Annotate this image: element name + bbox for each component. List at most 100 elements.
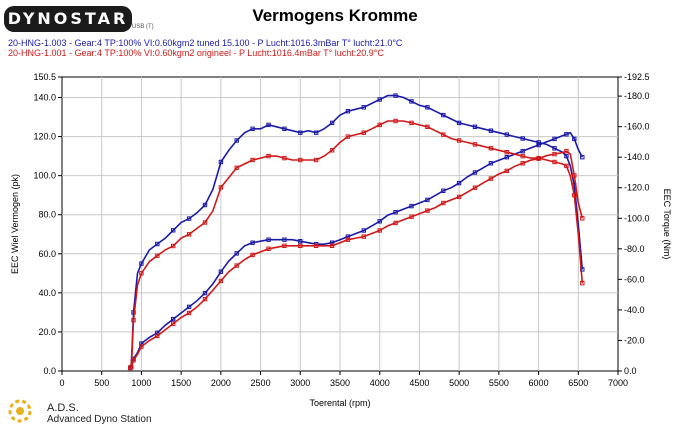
series-point-2 xyxy=(131,318,136,323)
x-tick-label: 3500 xyxy=(330,378,350,388)
y2-tick-label: -40.0 xyxy=(624,305,645,315)
series-point-2 xyxy=(282,155,287,161)
series-point-3 xyxy=(504,168,510,174)
series-point-0 xyxy=(441,112,446,118)
series-point-1 xyxy=(298,239,303,244)
y-tick-label: 150.5 xyxy=(33,72,56,82)
series-point-1 xyxy=(266,237,271,242)
y-tick-label: 140.0 xyxy=(33,93,56,103)
series-point-2 xyxy=(329,148,335,153)
series-line-1 xyxy=(129,131,584,369)
series-point-1 xyxy=(377,219,382,224)
series-point-2 xyxy=(564,163,569,169)
x-axis-label: Toerental (rpm) xyxy=(309,398,370,408)
series-line-3 xyxy=(129,150,584,369)
series-point-1 xyxy=(282,237,287,242)
y-tick-label: 0.0 xyxy=(43,366,56,376)
series-point-1 xyxy=(456,180,462,186)
series-point-3 xyxy=(361,234,367,239)
series-point-0 xyxy=(155,241,160,247)
series-point-0 xyxy=(218,159,224,165)
series-point-0 xyxy=(139,261,144,266)
series-point-2 xyxy=(234,165,239,171)
series-point-2 xyxy=(202,220,208,225)
y2-tick-label: -160.0 xyxy=(624,122,650,132)
y2-tick-label: -100.0 xyxy=(624,213,650,223)
series-point-2 xyxy=(456,138,462,143)
series-point-0 xyxy=(564,153,569,159)
series-point-1 xyxy=(536,142,541,148)
series-point-2 xyxy=(572,193,577,198)
series-point-2 xyxy=(425,124,430,129)
series-point-3 xyxy=(250,252,255,258)
y2-tick-label: -120.0 xyxy=(624,183,650,193)
series-point-2 xyxy=(155,253,160,258)
series-point-3 xyxy=(564,148,569,154)
series-point-0 xyxy=(425,105,430,110)
series-point-2 xyxy=(250,157,255,163)
series-point-1 xyxy=(504,155,510,160)
x-tick-label: 3000 xyxy=(290,378,310,388)
series-point-0 xyxy=(377,97,382,102)
x-tick-label: 4500 xyxy=(409,378,429,388)
series-point-2 xyxy=(186,232,192,237)
series-line-0 xyxy=(130,94,584,368)
series-point-1 xyxy=(425,197,430,203)
series-point-3 xyxy=(266,246,271,252)
series-point-1 xyxy=(234,251,239,256)
series-point-1 xyxy=(361,228,367,233)
series-point-3 xyxy=(488,176,494,181)
series-point-0 xyxy=(345,109,351,114)
series-point-3 xyxy=(329,243,335,249)
series-point-2 xyxy=(393,118,398,124)
y2-tick-label: -192.5 xyxy=(624,72,650,82)
series-point-3 xyxy=(377,228,382,233)
y-tick-label: 80.0 xyxy=(38,210,56,220)
series-point-3 xyxy=(139,344,144,349)
footer-name: A.D.S. xyxy=(47,402,79,414)
x-tick-label: 2500 xyxy=(251,378,271,388)
series-point-1 xyxy=(520,148,525,154)
footer-subtitle: Advanced Dyno Station xyxy=(47,414,152,425)
series-point-3 xyxy=(580,216,585,221)
chart-title: Vermogens Kromme xyxy=(252,6,418,25)
series-point-2 xyxy=(552,159,557,165)
x-tick-label: 7000 xyxy=(608,378,628,388)
series-point-3 xyxy=(345,237,351,242)
y2-axis-label: EEC Torque (Nm) xyxy=(662,189,672,260)
series-point-0 xyxy=(250,126,255,131)
series-point-1 xyxy=(250,240,255,245)
series-point-0 xyxy=(266,122,271,128)
x-tick-label: 1000 xyxy=(131,378,151,388)
series-point-3 xyxy=(552,151,557,157)
series-point-2 xyxy=(409,120,414,126)
series-point-2 xyxy=(580,280,585,286)
series-point-0 xyxy=(186,216,192,221)
series-line-2 xyxy=(130,120,584,368)
series-point-1 xyxy=(472,170,478,175)
series-point-1 xyxy=(218,269,224,274)
series-point-0 xyxy=(504,132,510,137)
series-point-3 xyxy=(456,194,462,200)
x-tick-label: 1500 xyxy=(171,378,191,388)
y2-tick-label: -140.0 xyxy=(624,152,650,162)
series-point-1 xyxy=(393,210,398,215)
y-tick-label: 40.0 xyxy=(38,288,56,298)
series-point-3 xyxy=(425,208,430,213)
series-point-0 xyxy=(409,99,414,104)
series-point-0 xyxy=(298,130,303,135)
series-point-3 xyxy=(409,214,414,219)
series-point-0 xyxy=(361,105,367,110)
y-tick-label: 20.0 xyxy=(38,327,56,337)
series-point-3 xyxy=(520,161,525,166)
series-point-3 xyxy=(202,297,208,302)
series-point-0 xyxy=(520,136,525,141)
y-tick-label: 100.0 xyxy=(33,171,56,181)
y-tick-label: 120.0 xyxy=(33,132,56,142)
series-point-2 xyxy=(361,130,367,135)
series-point-2 xyxy=(139,271,144,276)
series-point-3 xyxy=(298,243,303,249)
series-point-1 xyxy=(564,132,569,137)
legend-entry-origineel: 20-HNG-1.001 - Gear:4 TP:100% VI:0.60kgm… xyxy=(8,48,384,58)
